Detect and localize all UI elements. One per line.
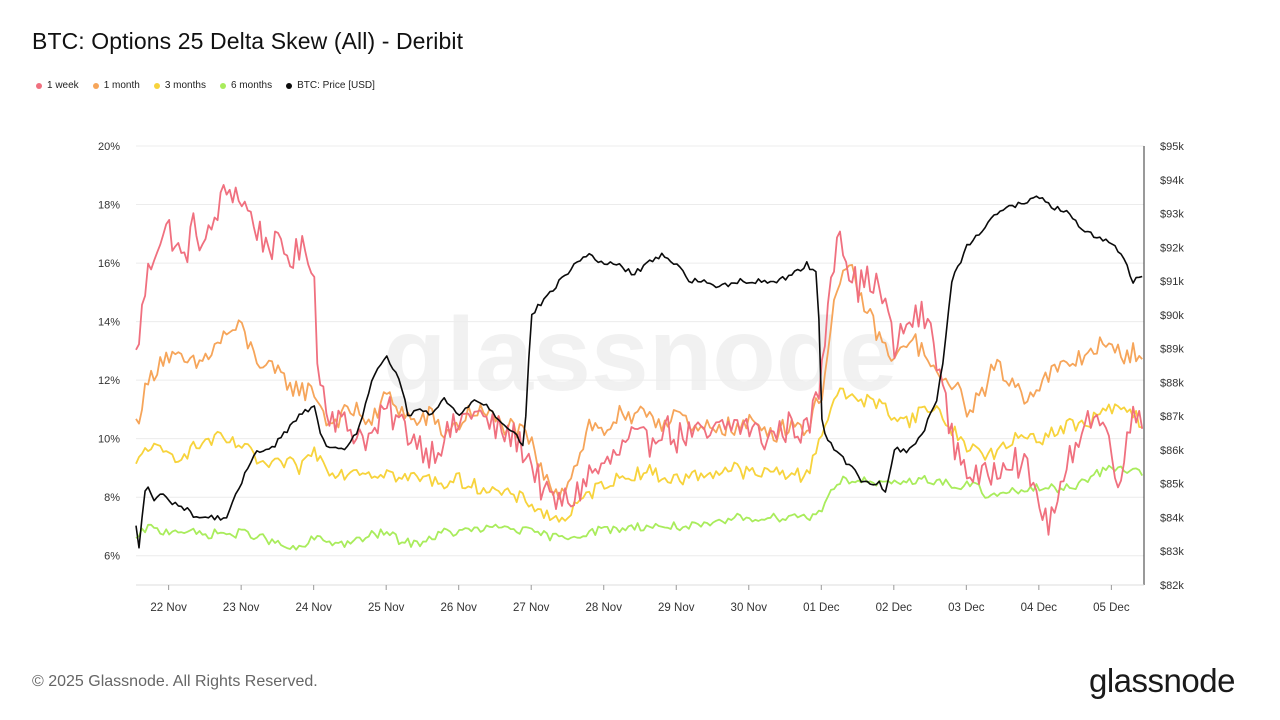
series-line-week — [135, 183, 1144, 536]
y-left-tick-label: 18% — [98, 200, 120, 212]
x-tick-label: 24 Nov — [295, 602, 332, 614]
y-right-tick-label: $86k — [1160, 445, 1184, 457]
y-left-tick-label: 6% — [104, 551, 120, 563]
copyright-text: © 2025 Glassnode. All Rights Reserved. — [32, 673, 318, 690]
legend-dot-3-months — [153, 82, 160, 89]
x-tick-label: 03 Dec — [948, 602, 985, 614]
y-left-tick-label: 20% — [98, 141, 120, 153]
legend-dot-1-week — [36, 82, 42, 89]
y-right-tick-label: $90k — [1160, 310, 1184, 322]
gridlines — [136, 145, 1144, 557]
y-right-tick-label: $88k — [1160, 377, 1184, 389]
x-tick-label: 28 Nov — [586, 602, 623, 614]
y-left-tick-label: 12% — [98, 375, 120, 387]
x-tick-label: 05 Dec — [1093, 602, 1130, 614]
y-right-tick-label: $94k — [1160, 175, 1184, 187]
x-tick-label: 30 Nov — [731, 602, 768, 614]
x-tick-label: 23 Nov — [223, 602, 260, 614]
x-tick-label: 27 Nov — [513, 602, 550, 614]
y-right-tick-label: $93k — [1160, 209, 1184, 221]
y-right-tick-label: $85k — [1160, 479, 1184, 491]
glassnode-logo: glassnode — [1089, 662, 1235, 699]
legend-dot-6-months — [219, 82, 226, 89]
watermark: glassnode — [383, 297, 897, 413]
y-right-tick-label: $83k — [1160, 546, 1184, 558]
y-right-tick-label: $92k — [1160, 242, 1184, 254]
y-left-tick-label: 10% — [98, 434, 120, 446]
legend-item-3-months[interactable]: 3 months — [153, 80, 206, 91]
x-tick-label: 22 Nov — [150, 602, 187, 614]
series-line-price — [135, 195, 1143, 549]
legend-item-btc-price[interactable]: BTC: Price [USD] — [286, 80, 375, 91]
y-right-tick-label: $82k — [1160, 580, 1184, 592]
axes: 6% 8% 10% 12% 14% 16% 18% 20% $82k $83k $84k $85k $8… — [98, 141, 1184, 614]
y-right-tick-label: $87k — [1160, 411, 1184, 423]
chart-title: BTC: Options 25 Delta Skew (All) - Derib… — [32, 28, 464, 54]
legend-dot-1-month — [92, 82, 99, 89]
y-right-tick-label: $84k — [1160, 512, 1184, 524]
y-right-tick-label: $91k — [1160, 276, 1184, 288]
chart-legend: 1 week 1 month 3 months 6 months BTC: Pr… — [36, 80, 375, 91]
x-tick-label: 02 Dec — [876, 602, 913, 614]
legend-label-1-week: 1 week — [47, 80, 79, 91]
legend-label-6-months: 6 months — [230, 80, 273, 91]
legend-label-btc-price: BTC: Price [USD] — [297, 80, 375, 91]
legend-label-1-month: 1 month — [103, 80, 140, 91]
series-lines — [135, 183, 1144, 551]
legend-label-3-months: 3 months — [164, 80, 206, 91]
series-line-three-months — [135, 387, 1143, 523]
x-tick-label: 29 Nov — [658, 602, 695, 614]
legend-item-1-week[interactable]: 1 week — [36, 80, 79, 91]
y-right-tick-label: $95k — [1160, 141, 1184, 153]
legend-item-6-months[interactable]: 6 months — [219, 80, 273, 91]
x-tick-label: 25 Nov — [368, 602, 405, 614]
series-line-six-months — [135, 464, 1143, 551]
y-left-tick-label: 16% — [98, 258, 120, 270]
series-line-month — [135, 263, 1143, 500]
legend-dot-btc-price — [286, 82, 293, 89]
x-tick-label: 01 Dec — [803, 602, 840, 614]
y-right-tick-label: $89k — [1160, 344, 1184, 356]
y-left-tick-label: 8% — [104, 492, 120, 504]
x-tick-label: 04 Dec — [1021, 602, 1058, 614]
x-tick-label: 26 Nov — [440, 602, 477, 614]
legend-item-1-month[interactable]: 1 month — [92, 80, 140, 91]
y-left-tick-label: 14% — [98, 317, 120, 329]
